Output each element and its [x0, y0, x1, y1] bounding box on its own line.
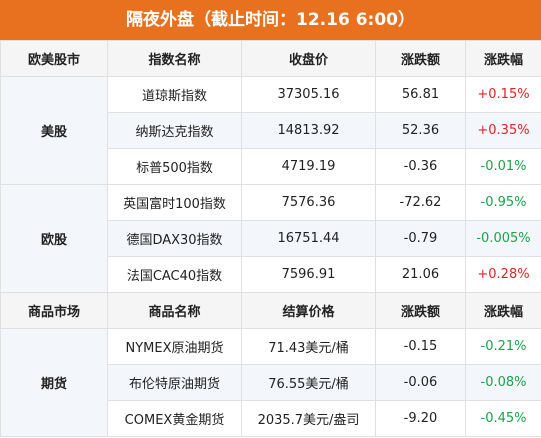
table-row: 期货 NYMEX原油期货 71.43美元/桶 -0.15 -0.21%: [0, 328, 541, 437]
price-value: 76.55美元/桶: [241, 364, 376, 401]
instrument-name: 英国富时100指数: [107, 184, 242, 221]
change-value: -9.20: [375, 400, 466, 437]
price-column-header: 收盘价: [241, 40, 376, 77]
market-column-header: 商品市场: [0, 292, 108, 329]
change-percent: +0.15%: [465, 76, 541, 113]
price-value: 71.43美元/桶: [241, 328, 376, 365]
table-row: 法国CAC40指数 7596.91 21.06 +0.28%: [1, 256, 541, 293]
instrument-name: 纳斯达克指数: [107, 112, 242, 149]
instrument-name: 标普500指数: [107, 148, 242, 185]
change-percent: -0.01%: [465, 148, 541, 185]
price-value: 37305.16: [241, 76, 376, 113]
instrument-name: 布伦特原油期货: [107, 364, 242, 401]
change-column-header: 涨跌额: [375, 40, 466, 77]
change-percent: -0.45%: [465, 400, 541, 437]
name-column-header: 指数名称: [107, 40, 242, 77]
change-value: -0.06: [375, 364, 466, 401]
pct-column-header: 涨跌幅: [465, 292, 541, 329]
instrument-name: 法国CAC40指数: [107, 256, 242, 293]
header-row: 欧美股市 指数名称 收盘价 涨跌额 涨跌幅: [0, 40, 541, 77]
page-title: 隔夜外盘（截止时间：12.16 6:00）: [0, 0, 541, 40]
table-row: 德国DAX30指数 16751.44 -0.79 -0.005%: [1, 220, 541, 257]
header-row: 商品市场 商品名称 结算价格 涨跌额 涨跌幅: [0, 292, 541, 329]
table-row: 布伦特原油期货 76.55美元/桶 -0.06 -0.08%: [1, 364, 541, 401]
change-value: -0.79: [375, 220, 466, 257]
market-column-header: 欧美股市: [0, 40, 108, 77]
price-value: 16751.44: [241, 220, 376, 257]
instrument-name: 道琼斯指数: [107, 76, 242, 113]
change-percent: -0.08%: [465, 364, 541, 401]
instrument-name: COMEX黄金期货: [107, 400, 242, 437]
change-value: 56.81: [375, 76, 466, 113]
group-label: 欧股: [0, 184, 108, 293]
change-percent: -0.005%: [465, 220, 541, 257]
table-row: 欧股 英国富时100指数 7576.36 -72.62 -0.95%: [0, 184, 541, 293]
change-percent: +0.35%: [465, 112, 541, 149]
name-column-header: 商品名称: [107, 292, 242, 329]
instrument-name: 德国DAX30指数: [107, 220, 242, 257]
change-percent: -0.21%: [465, 328, 541, 365]
price-value: 7596.91: [241, 256, 376, 293]
group-label: 期货: [0, 328, 108, 437]
table-row: COMEX黄金期货 2035.7美元/盎司 -9.20 -0.45%: [1, 400, 541, 437]
change-value: 52.36: [375, 112, 466, 149]
table-row: 纳斯达克指数 14813.92 52.36 +0.35%: [1, 112, 541, 149]
market-table: 欧美股市 指数名称 收盘价 涨跌额 涨跌幅 美股 道琼斯指数 37305.16 56.81 +0.…: [0, 40, 541, 437]
table-row: 美股 道琼斯指数 37305.16 56.81 +0.15%: [0, 76, 541, 185]
change-percent: +0.28%: [465, 256, 541, 293]
group-label: 美股: [0, 76, 108, 185]
change-value: -0.36: [375, 148, 466, 185]
price-value: 14813.92: [241, 112, 376, 149]
price-value: 2035.7美元/盎司: [241, 400, 376, 437]
change-value: -72.62: [375, 184, 466, 221]
instrument-name: NYMEX原油期货: [107, 328, 242, 365]
change-value: -0.15: [375, 328, 466, 365]
table-row: 标普500指数 4719.19 -0.36 -0.01%: [1, 148, 541, 185]
change-column-header: 涨跌额: [375, 292, 466, 329]
pct-column-header: 涨跌幅: [465, 40, 541, 77]
price-value: 7576.36: [241, 184, 376, 221]
price-value: 4719.19: [241, 148, 376, 185]
change-percent: -0.95%: [465, 184, 541, 221]
price-column-header: 结算价格: [241, 292, 376, 329]
change-value: 21.06: [375, 256, 466, 293]
